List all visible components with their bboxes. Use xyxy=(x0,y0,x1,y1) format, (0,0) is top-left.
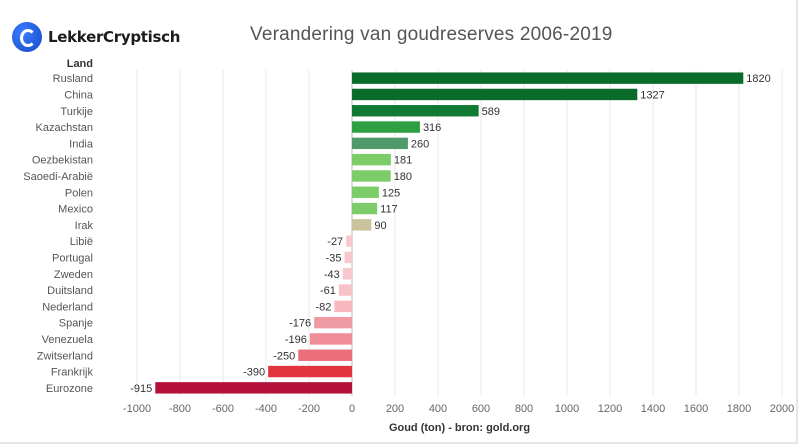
bar xyxy=(155,382,352,394)
x-tick-label: -400 xyxy=(255,403,277,415)
category-label: Eurozone xyxy=(46,383,93,395)
category-label: Turkije xyxy=(60,106,93,118)
data-label: -61 xyxy=(320,285,336,297)
bar xyxy=(314,316,352,329)
category-label: Duitsland xyxy=(47,285,93,297)
bar xyxy=(346,235,352,247)
x-tick-label: -600 xyxy=(212,403,234,415)
data-label: -196 xyxy=(285,334,307,346)
x-tick-label: 400 xyxy=(429,403,447,415)
category-label: Spanje xyxy=(59,318,93,330)
x-tick-label: 200 xyxy=(386,403,404,415)
data-label: -82 xyxy=(315,301,331,313)
x-tick-label: 800 xyxy=(515,403,533,415)
brand-logo: LekkerCryptisch xyxy=(12,22,180,52)
category-label: Nederland xyxy=(42,301,93,313)
category-label: Irak xyxy=(75,220,94,232)
bar xyxy=(342,268,352,280)
bar xyxy=(352,105,479,117)
c-logo-icon xyxy=(12,22,42,52)
category-label: Oezbekistan xyxy=(32,155,93,167)
chart-title: Verandering van goudreserves 2006-2019 xyxy=(250,24,613,45)
data-label: 589 xyxy=(482,106,500,118)
category-label: China xyxy=(64,89,94,101)
x-tick-label: 0 xyxy=(349,403,355,415)
data-label: 181 xyxy=(394,155,412,167)
data-label: 1820 xyxy=(746,73,770,85)
bar xyxy=(352,121,420,133)
data-label: -27 xyxy=(327,236,343,248)
category-header: Land xyxy=(67,58,93,70)
bar xyxy=(352,88,638,101)
bar xyxy=(352,137,408,150)
category-label: Zweden xyxy=(54,269,93,281)
category-label: Zwitserland xyxy=(37,350,93,362)
category-label: Kazachstan xyxy=(36,122,93,134)
x-tick-label: -800 xyxy=(169,403,191,415)
category-label: Mexico xyxy=(58,204,93,216)
category-label: Libië xyxy=(70,236,93,248)
data-label: 90 xyxy=(374,220,386,232)
bar xyxy=(344,251,352,264)
x-tick-label: 1200 xyxy=(598,403,622,415)
data-label: -915 xyxy=(130,383,152,395)
data-label: -176 xyxy=(289,318,311,330)
category-label: Portugal xyxy=(52,252,93,264)
x-tick-label: -200 xyxy=(298,403,320,415)
category-label: Saoedi-Arabië xyxy=(23,171,93,183)
bar xyxy=(352,202,378,215)
bar xyxy=(352,219,372,231)
data-label: 1327 xyxy=(640,89,664,101)
x-tick-label: -1000 xyxy=(123,403,151,415)
bar xyxy=(352,72,744,84)
bar xyxy=(334,300,352,313)
x-tick-label: 1800 xyxy=(727,403,751,415)
x-tick-label: 1600 xyxy=(684,403,708,415)
brand-name: LekkerCryptisch xyxy=(48,28,181,46)
category-label: Frankrijk xyxy=(51,367,94,379)
category-label: India xyxy=(69,138,94,150)
x-tick-label: 600 xyxy=(472,403,490,415)
bar xyxy=(268,365,352,378)
data-label: -250 xyxy=(273,350,295,362)
data-label: 117 xyxy=(380,204,398,216)
bar xyxy=(352,186,379,198)
data-label: -390 xyxy=(243,367,265,379)
data-label: 125 xyxy=(382,187,400,199)
bar xyxy=(338,284,352,296)
bar xyxy=(352,170,391,182)
data-label: 260 xyxy=(411,138,429,150)
x-tick-label: 1400 xyxy=(641,403,665,415)
x-tick-label: 1000 xyxy=(555,403,579,415)
category-label: Polen xyxy=(65,187,93,199)
x-tick-label: 2000 xyxy=(770,403,794,415)
data-label: -43 xyxy=(324,269,340,281)
data-label: 316 xyxy=(423,122,441,134)
bar xyxy=(309,333,352,345)
bar xyxy=(298,349,352,361)
data-label: -35 xyxy=(326,252,342,264)
category-label: Venezuela xyxy=(42,334,94,346)
bar xyxy=(352,153,391,166)
category-label: Rusland xyxy=(53,73,93,85)
data-label: 180 xyxy=(394,171,412,183)
x-axis-title: Goud (ton) - bron: gold.org xyxy=(389,422,530,434)
